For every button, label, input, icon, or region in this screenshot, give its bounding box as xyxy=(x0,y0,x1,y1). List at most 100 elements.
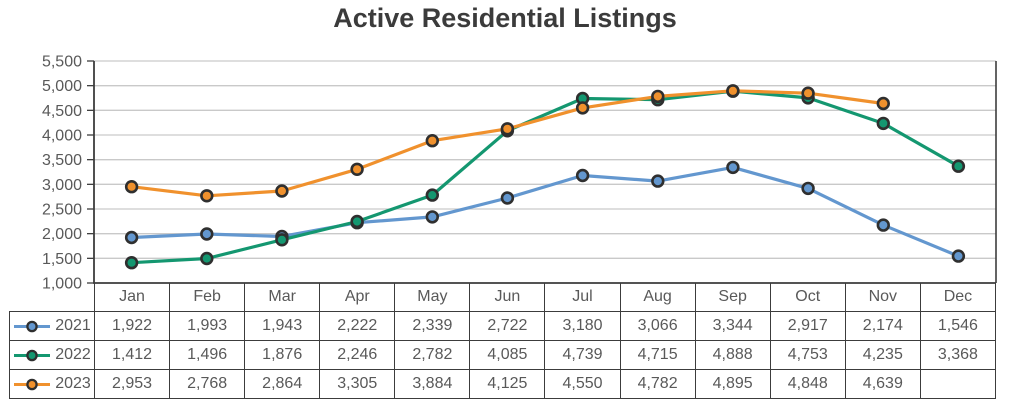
series-marker-2023-jul xyxy=(575,101,590,115)
legend-key-icon xyxy=(14,320,51,332)
table-row-2022: 2022 1,412 1,496 1,876 2,246 2,782 4,085 4,739 4… xyxy=(9,340,997,370)
cell-2023-dec xyxy=(919,369,997,399)
series-marker-2022-mar xyxy=(275,233,289,247)
cell-2022-dec: 3,368 xyxy=(919,340,997,370)
y-tick-label: 3,000 xyxy=(42,177,82,194)
cell-2023-sep: 4,895 xyxy=(694,369,771,399)
cell-2021-sep: 3,344 xyxy=(694,311,771,341)
y-tick-label: 4,000 xyxy=(42,128,82,145)
legend-2022: 2022 xyxy=(9,340,95,370)
y-tick-label: 5,500 xyxy=(42,54,82,71)
series-marker-2023-jun xyxy=(500,122,515,136)
cell-2021-dec: 1,546 xyxy=(919,311,997,341)
cell-2021-may: 2,339 xyxy=(394,311,471,341)
series-marker-2023-oct xyxy=(801,86,815,100)
cell-2023-aug: 4,782 xyxy=(619,369,696,399)
series-line-2021 xyxy=(130,165,961,258)
cell-2022-may: 2,782 xyxy=(394,340,471,370)
legend-year-label: 2022 xyxy=(55,346,91,363)
cell-2023-jun: 4,125 xyxy=(469,369,546,399)
cell-2021-oct: 2,917 xyxy=(769,311,846,341)
series-line-2023 xyxy=(130,89,885,198)
series-marker-2021-jan xyxy=(124,230,139,245)
y-tick-label: 3,500 xyxy=(42,152,82,169)
cell-2021-jun: 2,722 xyxy=(469,311,546,341)
cell-2022-feb: 1,496 xyxy=(169,340,246,370)
month-header-oct: Oct xyxy=(769,283,846,312)
series-marker-2023-aug xyxy=(651,89,665,104)
legend-2023: 2023 xyxy=(9,369,95,399)
series-marker-2021-feb xyxy=(200,227,214,241)
series-marker-2022-dec xyxy=(951,159,966,173)
cell-2023-apr: 3,305 xyxy=(319,369,396,399)
cell-2023-nov: 4,639 xyxy=(844,369,921,399)
y-tick-label: 2,500 xyxy=(42,202,82,219)
table-row-2023: 2023 2,953 2,768 2,864 3,305 3,884 4,125 4,550 4… xyxy=(9,369,997,399)
legend-2021: 2021 xyxy=(9,311,95,341)
series-marker-2022-may xyxy=(425,188,439,202)
month-header-jan: Jan xyxy=(93,283,171,312)
cell-2022-apr: 2,246 xyxy=(319,340,396,370)
cell-2022-mar: 1,876 xyxy=(244,340,321,370)
series-marker-2021-jul xyxy=(575,168,590,183)
series-marker-2022-apr xyxy=(350,214,364,229)
cell-2021-apr: 2,222 xyxy=(319,311,396,341)
month-header-row: Jan Feb Mar Apr May Jun Jul Aug Sep Oct Nov Dec xyxy=(10,283,997,312)
series-marker-2023-mar xyxy=(275,184,289,198)
cell-2023-jan: 2,953 xyxy=(93,369,171,399)
cell-2022-jul: 4,739 xyxy=(544,340,621,370)
month-header-feb: Feb xyxy=(169,283,246,312)
cell-2022-jun: 4,085 xyxy=(469,340,546,370)
data-table: Jan Feb Mar Apr May Jun Jul Aug Sep Oct Nov Dec 202… xyxy=(9,283,997,399)
cell-2023-jul: 4,550 xyxy=(544,369,621,399)
y-tick-label: 4,500 xyxy=(42,103,82,120)
cell-2023-mar: 2,864 xyxy=(244,369,321,399)
cell-2023-oct: 4,848 xyxy=(769,369,846,399)
month-header-mar: Mar xyxy=(244,283,321,312)
legend-key-icon xyxy=(14,349,51,361)
month-header-aug: Aug xyxy=(619,283,696,312)
corner-spacer xyxy=(10,283,95,312)
series-marker-2021-sep xyxy=(726,160,740,175)
series-marker-2021-jun xyxy=(500,191,515,205)
series-marker-2023-jan xyxy=(124,180,139,194)
series-marker-2023-may xyxy=(425,134,439,148)
series-marker-2021-nov xyxy=(876,218,890,232)
series-marker-2021-aug xyxy=(651,174,665,188)
cell-2021-feb: 1,993 xyxy=(169,311,246,341)
y-tick-label: 1,500 xyxy=(42,251,82,268)
y-tick-label: 5,000 xyxy=(42,78,82,95)
series-marker-2022-jan xyxy=(124,256,139,270)
series-marker-2021-oct xyxy=(801,181,815,196)
cell-2022-nov: 4,235 xyxy=(844,340,921,370)
cell-2021-jan: 1,922 xyxy=(93,311,171,341)
series-marker-2021-dec xyxy=(951,249,966,263)
series-marker-2021-may xyxy=(425,210,439,224)
table-row-2021: 2021 1,922 1,993 1,943 2,222 2,339 2,722 3,180 3… xyxy=(9,311,997,341)
month-header-apr: Apr xyxy=(319,283,396,312)
legend-key-icon xyxy=(14,378,51,390)
cell-2021-aug: 3,066 xyxy=(619,311,696,341)
chart-title: Active Residential Listings xyxy=(333,3,677,33)
cell-2022-jan: 1,412 xyxy=(93,340,171,370)
series-marker-2023-apr xyxy=(350,162,364,177)
legend-year-label: 2023 xyxy=(55,375,91,392)
series-marker-2022-feb xyxy=(200,251,214,266)
y-tick-label: 1,000 xyxy=(42,276,82,293)
series-marker-2022-nov xyxy=(876,116,890,131)
cell-2022-oct: 4,753 xyxy=(769,340,846,370)
legend-year-label: 2021 xyxy=(55,317,91,334)
cell-2021-mar: 1,943 xyxy=(244,311,321,341)
series-marker-2023-nov xyxy=(876,96,890,111)
cell-2023-feb: 2,768 xyxy=(169,369,246,399)
series-marker-2023-feb xyxy=(200,189,214,203)
cell-2023-may: 3,884 xyxy=(394,369,471,399)
month-header-jul: Jul xyxy=(544,283,621,312)
cell-2021-jul: 3,180 xyxy=(544,311,621,341)
cell-2022-sep: 4,888 xyxy=(694,340,771,370)
series-marker-2023-sep xyxy=(726,84,740,98)
cell-2022-aug: 4,715 xyxy=(619,340,696,370)
month-header-may: May xyxy=(394,283,471,312)
